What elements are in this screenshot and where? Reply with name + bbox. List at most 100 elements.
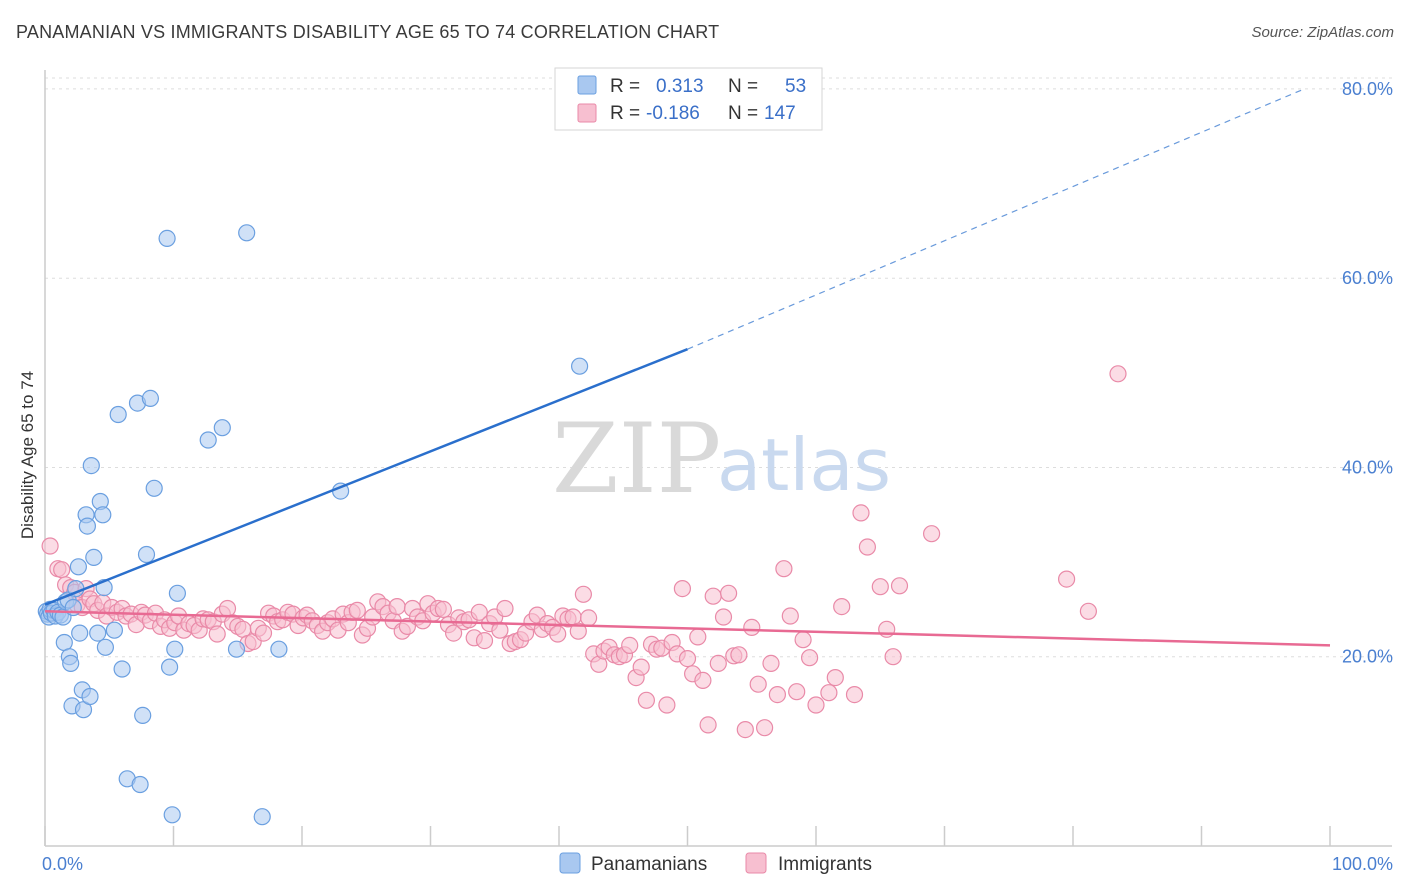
data-point — [163, 806, 181, 824]
legend-r-label: R = — [610, 103, 640, 124]
grid-lines — [45, 77, 1392, 658]
data-point — [69, 558, 88, 576]
data-point — [348, 601, 366, 620]
legend-n-value: 53 — [785, 76, 806, 97]
data-point — [858, 538, 877, 556]
data-point — [1057, 570, 1076, 588]
data-point — [137, 545, 156, 564]
data-point — [719, 584, 738, 602]
data-point — [820, 684, 838, 702]
legend-r-value: 0.313 — [656, 76, 704, 97]
watermark: ZIP atlas — [552, 403, 891, 515]
data-point — [852, 504, 870, 522]
data-point — [673, 579, 692, 598]
data-point — [1079, 602, 1098, 620]
data-point — [632, 658, 650, 676]
data-point — [621, 636, 639, 655]
data-point — [53, 561, 71, 579]
data-point — [749, 675, 767, 693]
data-point — [41, 537, 59, 555]
data-point — [254, 624, 273, 642]
data-point — [845, 685, 864, 704]
legend-swatch-panamanians — [577, 75, 597, 95]
data-point — [253, 808, 271, 826]
data-point — [689, 628, 707, 646]
x-tick-label: 0.0% — [42, 854, 83, 874]
data-point — [570, 357, 589, 375]
y-ticks: 20.0% 40.0% 60.0% 80.0% — [1342, 79, 1393, 667]
data-point — [145, 479, 163, 497]
data-point — [637, 691, 656, 709]
watermark-atlas: atlas — [717, 423, 891, 507]
data-point — [94, 506, 112, 524]
y-tick-label: 60.0% — [1342, 268, 1393, 288]
x-ticks: 0.0% 100.0% — [42, 826, 1393, 874]
data-point — [89, 624, 107, 642]
bottom-legend-label: Panamanians — [591, 854, 707, 875]
data-point — [96, 638, 115, 656]
data-point — [55, 633, 73, 652]
data-point — [574, 585, 593, 603]
bottom-legend-swatch-immigrants — [745, 852, 767, 874]
data-point — [699, 716, 717, 734]
data-point — [549, 625, 567, 643]
data-point — [388, 597, 406, 616]
legend-r-value: -0.186 — [646, 103, 700, 124]
bottom-legend-swatch-panamanians — [559, 852, 581, 874]
trend-lines — [44, 88, 1331, 647]
data-point — [134, 706, 152, 725]
data-point — [227, 640, 246, 658]
data-point — [743, 618, 761, 637]
data-point — [800, 649, 819, 667]
legend-n-label: N = — [728, 103, 758, 124]
data-point — [807, 696, 825, 714]
data-point — [434, 600, 452, 619]
data-point — [71, 624, 89, 642]
data-point — [736, 720, 754, 739]
x-tick-label: 100.0% — [1332, 854, 1393, 874]
data-point — [109, 405, 127, 424]
data-point — [564, 608, 582, 626]
data-point — [470, 603, 488, 621]
data-point — [678, 649, 697, 668]
data-point — [105, 621, 124, 639]
data-point — [113, 660, 131, 678]
data-point — [826, 668, 844, 687]
data-point — [768, 685, 787, 704]
data-point — [85, 548, 103, 567]
data-point — [445, 624, 463, 642]
data-point — [496, 599, 514, 618]
legend-n-value: 147 — [764, 103, 796, 124]
trend-line-panamanians-extension — [687, 88, 1305, 350]
trend-line-immigrants — [44, 610, 1331, 647]
data-point — [833, 597, 851, 616]
data-point — [781, 607, 799, 625]
data-point — [694, 671, 712, 690]
legend-swatch-immigrants — [577, 103, 597, 123]
series-panamanians — [37, 224, 589, 826]
data-point — [714, 608, 733, 626]
data-point — [755, 719, 774, 737]
data-point — [78, 517, 97, 535]
data-point — [922, 525, 941, 543]
data-points — [37, 224, 1127, 826]
data-point — [890, 577, 909, 595]
data-point — [794, 631, 812, 649]
data-point — [762, 654, 780, 673]
data-point — [131, 775, 149, 794]
data-point — [208, 625, 226, 643]
data-point — [884, 648, 902, 666]
data-point — [569, 622, 587, 640]
chart-title: PANAMANIAN VS IMMIGRANTS DISABILITY AGE … — [16, 22, 720, 42]
data-point — [1109, 365, 1127, 383]
data-point — [168, 584, 186, 602]
y-tick-label: 40.0% — [1342, 457, 1393, 477]
data-point — [81, 687, 99, 706]
watermark-zip: ZIP — [552, 403, 721, 515]
source-label: Source: ZipAtlas.com — [1251, 24, 1394, 41]
legend-n-label: N = — [728, 76, 758, 97]
y-tick-label: 20.0% — [1342, 647, 1393, 667]
data-point — [709, 654, 727, 673]
data-point — [658, 696, 676, 714]
